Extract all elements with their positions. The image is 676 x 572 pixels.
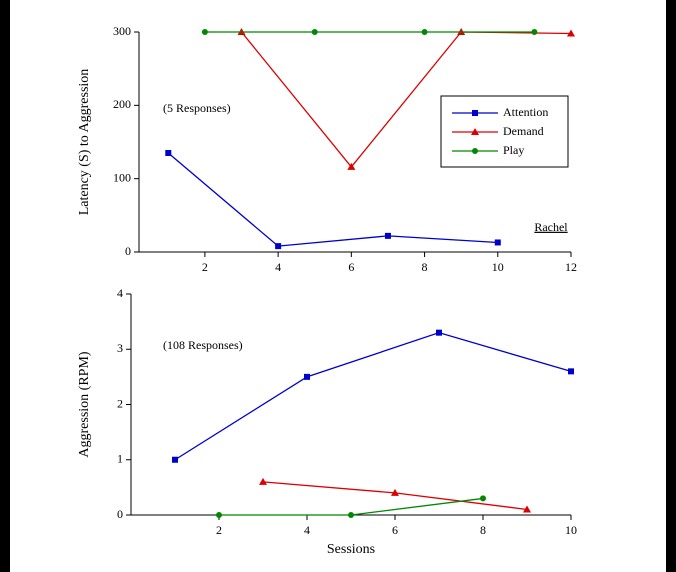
y-tick-label: 200 xyxy=(113,97,131,111)
marker xyxy=(304,373,310,380)
annotation: (108 Responses) xyxy=(163,338,243,352)
marker xyxy=(567,29,575,37)
marker xyxy=(391,488,399,496)
x-tick-label: 10 xyxy=(565,523,577,537)
x-tick-label: 6 xyxy=(348,260,354,274)
marker xyxy=(348,512,354,518)
legend-label: Attention xyxy=(503,105,548,119)
line xyxy=(174,331,572,461)
subject-label: Rachel xyxy=(534,220,568,234)
x-tick-label: 4 xyxy=(275,260,281,274)
marker xyxy=(275,243,282,250)
line xyxy=(167,152,498,247)
y-tick-label: 0 xyxy=(117,507,123,521)
marker xyxy=(531,29,538,35)
y-tick-label: 3 xyxy=(117,341,123,355)
marker xyxy=(216,512,222,518)
y-axis-title: Latency (S) to Aggression xyxy=(77,69,92,216)
marker xyxy=(347,162,356,170)
x-axis-title: Sessions xyxy=(327,542,375,557)
marker xyxy=(259,477,267,485)
marker xyxy=(494,239,501,246)
marker xyxy=(471,128,479,135)
y-axis-title: Aggression (RPM) xyxy=(77,351,92,458)
marker xyxy=(384,232,391,239)
x-tick-label: 8 xyxy=(422,260,428,274)
legend-label: Demand xyxy=(503,124,544,138)
y-tick-label: 100 xyxy=(113,170,131,184)
x-tick-label: 12 xyxy=(565,260,577,274)
marker xyxy=(472,110,478,116)
line xyxy=(241,31,572,168)
marker xyxy=(523,505,531,513)
y-tick-label: 2 xyxy=(117,396,123,410)
marker xyxy=(201,29,208,35)
legend-label: Play xyxy=(503,143,524,157)
y-tick-label: 1 xyxy=(117,452,123,466)
x-tick-label: 10 xyxy=(492,260,504,274)
marker xyxy=(436,329,442,336)
marker xyxy=(311,29,318,35)
annotation: (5 Responses) xyxy=(163,101,231,115)
marker xyxy=(172,456,178,463)
x-tick-label: 8 xyxy=(480,523,486,537)
x-tick-label: 4 xyxy=(304,523,310,537)
y-tick-label: 4 xyxy=(117,286,123,300)
x-tick-label: 2 xyxy=(216,523,222,537)
x-tick-label: 6 xyxy=(392,523,398,537)
y-tick-label: 300 xyxy=(113,24,131,38)
marker xyxy=(165,150,172,156)
y-tick-label: 0 xyxy=(125,244,131,258)
marker xyxy=(480,495,486,502)
marker xyxy=(472,148,478,154)
x-tick-label: 2 xyxy=(202,260,208,274)
panel xyxy=(10,0,666,572)
marker xyxy=(421,29,428,35)
marker xyxy=(568,368,574,375)
